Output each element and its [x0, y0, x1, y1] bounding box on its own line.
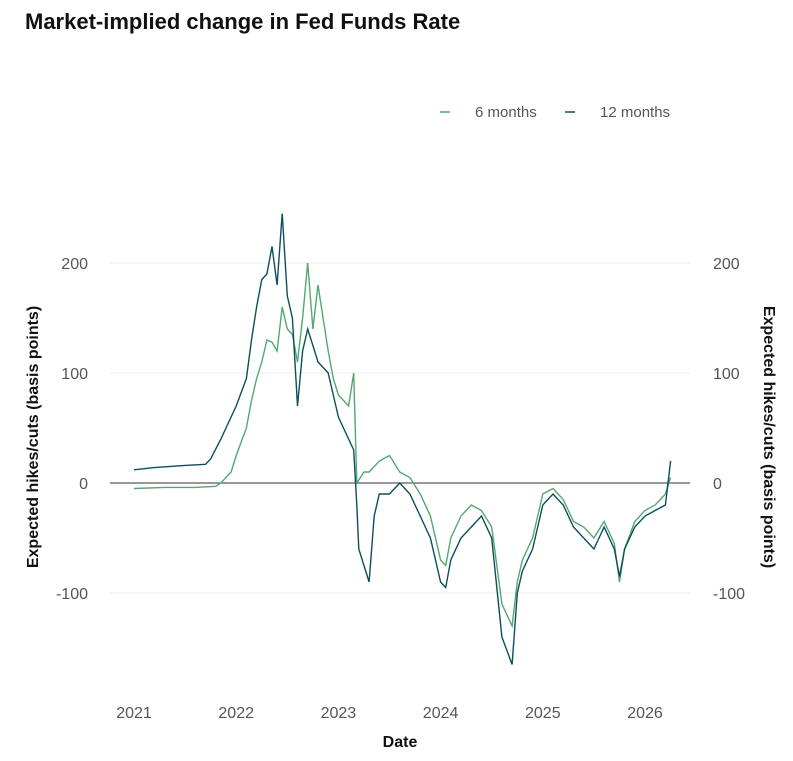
legend-label: 12 months — [600, 104, 670, 121]
x-tick-label: 2021 — [116, 705, 152, 722]
x-tick-label: 2022 — [218, 705, 254, 722]
y-tick-label-left: 200 — [61, 256, 88, 273]
y-tick-label-left: 100 — [61, 366, 88, 383]
y-tick-label-left: -100 — [56, 586, 88, 603]
y-axis-label-right: Expected hikes/cuts (basis points) — [760, 306, 777, 568]
series-line-12-months — [133, 213, 672, 665]
y-tick-label-right: -100 — [713, 586, 745, 603]
y-tick-label-right: 0 — [713, 476, 722, 493]
x-tick-label: 2024 — [423, 705, 459, 722]
y-axis-label-left: Expected hikes/cuts (basis points) — [25, 306, 42, 568]
x-tick-label: 2026 — [627, 705, 663, 722]
series-line-6-months — [133, 262, 672, 629]
y-tick-label-right: 200 — [713, 256, 740, 273]
legend: 6 months 12 months — [440, 104, 670, 121]
y-tick-label-left: 0 — [79, 476, 88, 493]
legend-label: 6 months — [475, 104, 537, 121]
y-tick-label-right: 100 — [713, 366, 740, 383]
x-axis-label: Date — [383, 734, 418, 751]
chart-title: Market-implied change in Fed Funds Rate — [25, 9, 460, 34]
x-tick-label: 2025 — [525, 705, 561, 722]
x-tick-label: 2023 — [321, 705, 357, 722]
